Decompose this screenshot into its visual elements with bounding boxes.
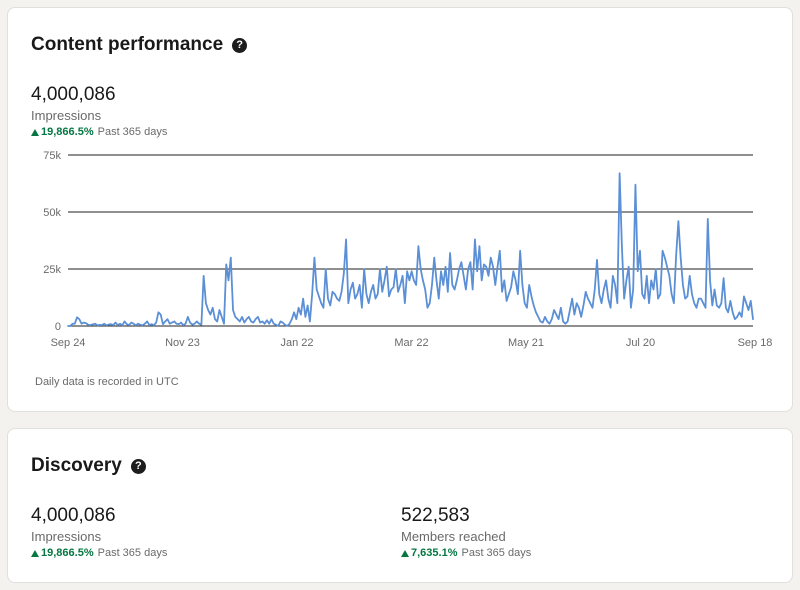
x-tick-label: Jul 20 — [626, 337, 655, 349]
impressions-change: 19,866.5% Past 365 days — [31, 125, 167, 140]
impressions-label: Impressions — [31, 529, 102, 544]
impressions-series-line — [67, 172, 754, 327]
x-tick-label: May 21 — [508, 337, 544, 349]
arrow-up-icon — [31, 549, 39, 557]
members-reached-label: Members reached — [401, 529, 506, 544]
impressions-change: 19,866.5% Past 365 days — [31, 546, 167, 561]
impressions-metric: 4,000,086 Impressions 19,866.5% Past 365… — [31, 84, 167, 140]
y-tick-label: 50k — [43, 207, 61, 219]
change-percentage: 19,866.5% — [41, 547, 94, 559]
change-period: Past 365 days — [461, 547, 532, 559]
question-circle-icon[interactable]: ? — [130, 458, 146, 474]
discovery-card: Discovery ? 4,000,086 Impressions 19,866… — [7, 428, 793, 583]
impressions-line-chart: 0 25k 50k 75k Sep 24 Nov 23 Jan 22 Mar 22 May 21… — [43, 150, 773, 349]
discovery-title: Discovery ? — [31, 455, 146, 477]
change-percentage: 7,635.1% — [411, 547, 458, 559]
discovery-impressions-metric: 4,000,086 Impressions 19,866.5% Past 365… — [31, 505, 167, 561]
content-performance-card: 0 25k 50k 75k Sep 24 Nov 23 Jan 22 Mar 22 May 21… — [7, 7, 793, 412]
x-tick-label: Nov 23 — [165, 337, 200, 349]
x-tick-label: Sep 24 — [51, 337, 86, 349]
impressions-value: 4,000,086 — [31, 505, 116, 526]
arrow-up-icon — [31, 128, 39, 136]
change-period: Past 365 days — [97, 547, 168, 559]
impressions-value: 4,000,086 — [31, 84, 116, 105]
y-tick-label: 75k — [43, 150, 61, 162]
y-tick-label: 0 — [55, 321, 61, 333]
impressions-label: Impressions — [31, 108, 102, 123]
question-circle-icon[interactable]: ? — [232, 37, 248, 53]
members-reached-value: 522,583 — [401, 505, 470, 526]
members-reached-change: 7,635.1% Past 365 days — [401, 546, 531, 561]
x-tick-label: Sep 18 — [738, 337, 773, 349]
y-tick-label: 25k — [43, 264, 61, 276]
change-period: Past 365 days — [97, 126, 168, 138]
content-performance-title: Content performance ? — [31, 34, 248, 56]
arrow-up-icon — [401, 549, 409, 557]
utc-footnote: Daily data is recorded in UTC — [35, 376, 179, 388]
x-tick-label: Mar 22 — [394, 337, 428, 349]
members-reached-metric: 522,583 Members reached 7,635.1% Past 36… — [401, 505, 531, 561]
change-percentage: 19,866.5% — [41, 126, 94, 138]
x-tick-label: Jan 22 — [280, 337, 313, 349]
